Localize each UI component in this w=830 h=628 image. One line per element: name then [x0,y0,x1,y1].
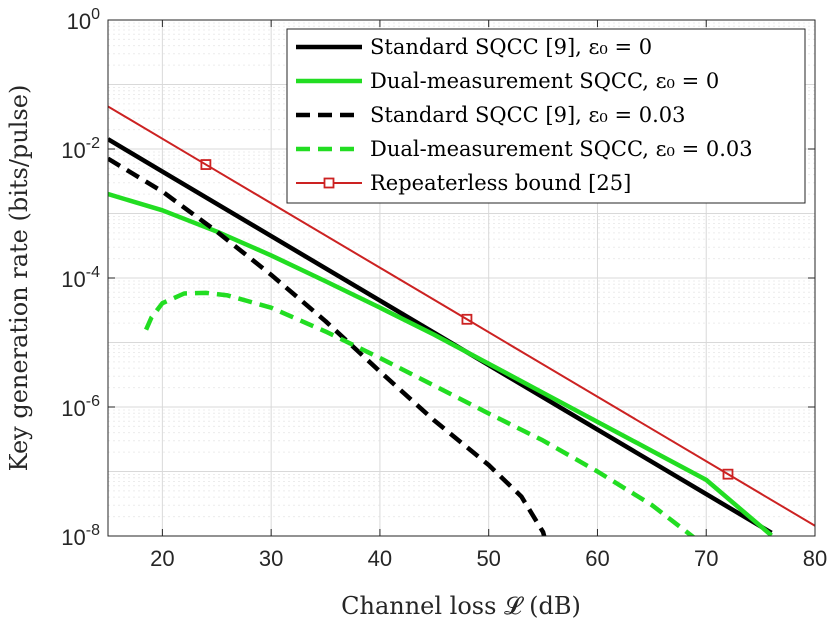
y-tick-label: 10-6 [61,393,100,421]
series-line-2 [108,191,773,536]
x-tick-label: 80 [803,546,827,571]
y-tick-label: 10-2 [61,135,100,163]
y-tick-label: 100 [67,6,100,34]
series-layer [108,105,815,536]
legend-label: Repeaterless bound [25] [370,171,631,195]
series-marker [461,313,473,325]
y-axis-title: Key generation rate (bits/pulse) [5,85,33,472]
series-marker [722,468,734,480]
legend-label: Dual-measurement SQCC, ε₀ = 0 [370,69,719,93]
y-tick-label: 10-4 [61,264,100,292]
legend: Standard SQCC [9], ε₀ = 0 Dual-measuremen… [286,28,806,204]
x-tick-label: 30 [259,546,283,571]
series-marker [200,159,212,170]
x-tick-label: 70 [694,546,718,571]
legend-label: Standard SQCC [9], ε₀ = 0.03 [370,103,686,127]
tick-labels: 20 30 40 50 60 70 80 100 10-2 10-4 10-6 10-8 [61,6,827,571]
series-line-4 [144,290,696,536]
legend-marker [323,177,335,189]
legend-label: Standard SQCC [9], ε₀ = 0 [370,35,652,59]
x-tick-label: 40 [368,546,392,571]
x-tick-label: 50 [476,546,500,571]
ticks [108,19,816,537]
legend-label: Dual-measurement SQCC, ε₀ = 0.03 [370,137,753,161]
legend-box [286,28,806,204]
y-tick-label: 10-8 [61,522,100,550]
x-tick-label: 60 [585,546,609,571]
x-axis-title: Channel loss 𝓛 (dB) [341,592,581,620]
series-line-5 [108,105,815,527]
x-tick-label: 20 [150,546,174,571]
